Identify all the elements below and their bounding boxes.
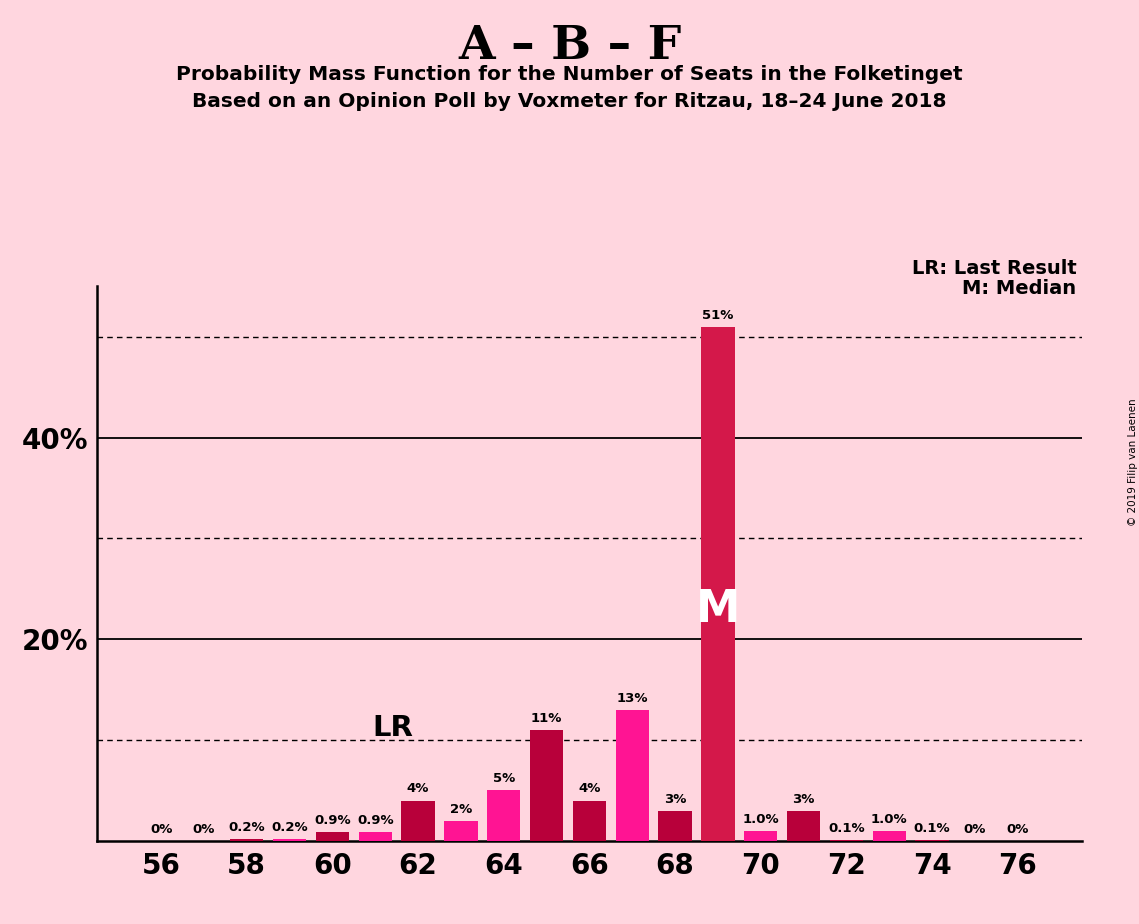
Text: Probability Mass Function for the Number of Seats in the Folketinget: Probability Mass Function for the Number… bbox=[177, 65, 962, 84]
Bar bbox=[787, 810, 820, 841]
Text: 0%: 0% bbox=[150, 822, 172, 836]
Text: 0.2%: 0.2% bbox=[271, 821, 308, 833]
Text: 0.9%: 0.9% bbox=[314, 814, 351, 827]
Text: A – B – F: A – B – F bbox=[458, 23, 681, 69]
Text: 13%: 13% bbox=[616, 692, 648, 705]
Bar bbox=[573, 800, 606, 841]
Bar bbox=[487, 790, 521, 841]
Bar bbox=[658, 810, 691, 841]
Text: 51%: 51% bbox=[703, 309, 734, 322]
Bar bbox=[273, 839, 306, 841]
Text: 4%: 4% bbox=[407, 783, 429, 796]
Text: 2%: 2% bbox=[450, 803, 472, 816]
Text: 0.9%: 0.9% bbox=[357, 814, 394, 827]
Bar bbox=[916, 840, 949, 841]
Bar bbox=[316, 832, 350, 841]
Bar bbox=[401, 800, 435, 841]
Bar bbox=[829, 840, 863, 841]
Text: 0.1%: 0.1% bbox=[913, 821, 950, 834]
Text: 3%: 3% bbox=[664, 793, 687, 806]
Bar bbox=[872, 831, 906, 841]
Text: 0%: 0% bbox=[1007, 822, 1029, 836]
Text: 1.0%: 1.0% bbox=[871, 813, 908, 826]
Text: 1.0%: 1.0% bbox=[743, 813, 779, 826]
Bar bbox=[744, 831, 778, 841]
Text: 11%: 11% bbox=[531, 711, 563, 725]
Text: 0%: 0% bbox=[192, 822, 215, 836]
Text: Based on an Opinion Poll by Voxmeter for Ritzau, 18–24 June 2018: Based on an Opinion Poll by Voxmeter for… bbox=[192, 92, 947, 112]
Bar bbox=[444, 821, 477, 841]
Text: © 2019 Filip van Laenen: © 2019 Filip van Laenen bbox=[1129, 398, 1138, 526]
Bar bbox=[615, 710, 649, 841]
Text: M: M bbox=[696, 588, 740, 631]
Bar bbox=[359, 832, 392, 841]
Text: 3%: 3% bbox=[793, 793, 814, 806]
Bar bbox=[230, 839, 263, 841]
Text: 0%: 0% bbox=[964, 822, 986, 836]
Bar bbox=[530, 730, 564, 841]
Text: 5%: 5% bbox=[493, 772, 515, 785]
Text: LR: LR bbox=[372, 714, 412, 742]
Text: M: Median: M: Median bbox=[962, 279, 1076, 298]
Text: 0.1%: 0.1% bbox=[828, 821, 865, 834]
Text: 0.2%: 0.2% bbox=[229, 821, 265, 833]
Text: 4%: 4% bbox=[579, 783, 600, 796]
Text: LR: Last Result: LR: Last Result bbox=[911, 259, 1076, 278]
Bar bbox=[702, 327, 735, 841]
